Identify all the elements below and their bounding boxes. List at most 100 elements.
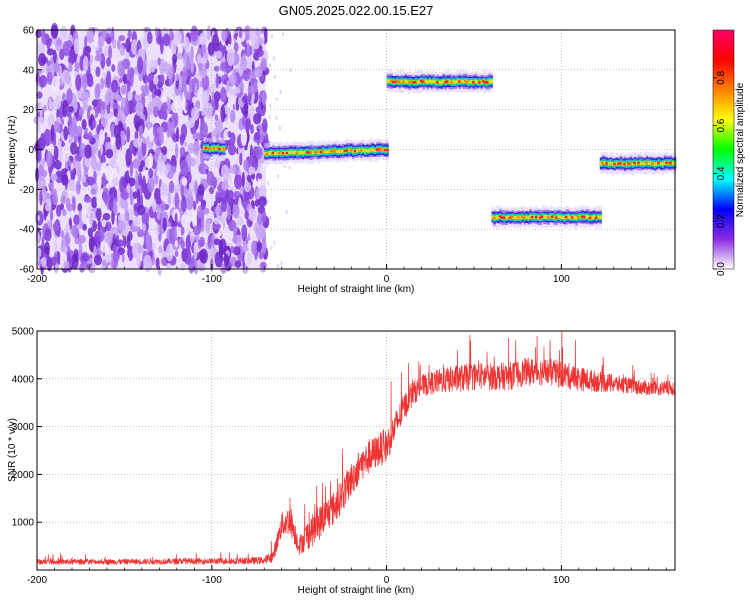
noise-speckle (39, 132, 46, 150)
noise-speckle (119, 45, 126, 56)
noise-speckle (68, 106, 75, 113)
noise-speckle (91, 155, 97, 171)
noise-speckle (65, 231, 70, 249)
noise-speckle (140, 160, 145, 168)
noise-speckle (38, 74, 47, 88)
noise-speckle (266, 181, 269, 186)
noise-speckle (230, 245, 235, 254)
noise-speckle (166, 46, 172, 64)
noise-speckle (238, 196, 242, 210)
track-band (454, 80, 457, 84)
track-band (270, 151, 273, 155)
noise-speckle (186, 119, 195, 129)
spectrogram-y-tick-label: -20 (20, 185, 35, 196)
track-peak (540, 215, 545, 218)
noise-speckle (193, 200, 197, 211)
noise-speckle (136, 189, 141, 205)
noise-speckle (243, 159, 249, 172)
noise-speckle (261, 211, 267, 223)
noise-speckle (72, 224, 79, 239)
track-peak (637, 161, 641, 165)
noise-speckle (54, 170, 63, 184)
track-peak (421, 80, 426, 84)
noise-speckle (280, 261, 283, 266)
noise-speckle (184, 188, 193, 198)
track-band (462, 79, 465, 84)
noise-speckle (205, 218, 211, 234)
noise-speckle (80, 91, 89, 105)
noise-speckle (192, 225, 201, 236)
track-peak (222, 147, 226, 151)
noise-speckle (221, 181, 229, 191)
colorbar-tick-label: 0.2 (716, 214, 727, 228)
noise-speckle (243, 181, 252, 193)
noise-speckle (252, 113, 262, 125)
noise-speckle (206, 25, 211, 41)
noise-speckle (52, 221, 60, 232)
track-band (368, 148, 371, 153)
track-band (428, 79, 431, 83)
track-band (424, 79, 427, 83)
track-band (274, 152, 277, 156)
track-band (495, 215, 498, 220)
noise-speckle (211, 91, 215, 101)
noise-speckle (257, 37, 265, 45)
track-band (406, 80, 409, 84)
track-band (386, 79, 389, 83)
noise-speckle (102, 72, 107, 80)
noise-speckle (102, 172, 106, 187)
noise-speckle (81, 253, 90, 262)
noise-speckle (289, 68, 292, 73)
track-band (404, 79, 407, 84)
track-band (653, 162, 657, 166)
noise-speckle (179, 146, 186, 157)
track-peak (281, 151, 286, 155)
noise-speckle (144, 155, 153, 169)
noise-speckle (48, 182, 54, 189)
noise-speckle (54, 159, 62, 170)
track-band (356, 149, 359, 153)
track-band (593, 215, 596, 219)
spectrogram-x-tick-label: 0 (384, 274, 390, 285)
noise-speckle (167, 68, 173, 80)
track-band (525, 215, 528, 219)
noise-speckle (244, 250, 253, 267)
noise-speckle (244, 210, 249, 220)
track-peak (534, 215, 539, 219)
noise-speckle (156, 126, 165, 135)
track-peak (576, 215, 581, 219)
noise-speckle (105, 148, 114, 159)
noise-speckle (126, 236, 131, 250)
noise-speckle (61, 69, 70, 85)
noise-speckle (62, 99, 68, 118)
noise-speckle (90, 187, 97, 196)
track-band (338, 149, 341, 154)
noise-speckle (282, 32, 285, 37)
noise-speckle (84, 35, 88, 49)
noise-speckle (74, 62, 80, 71)
track-peak (564, 215, 569, 219)
track-band (448, 79, 451, 84)
track-peak (550, 215, 555, 219)
noise-speckle (41, 240, 45, 256)
noise-speckle (135, 88, 143, 96)
track-peak (657, 161, 661, 165)
track-band (599, 161, 603, 166)
noise-speckle (215, 205, 220, 219)
noise-speckle (111, 64, 116, 72)
noise-speckle (221, 29, 228, 42)
noise-speckle (233, 42, 239, 53)
noise-speckle (249, 154, 254, 163)
noise-speckle (258, 250, 264, 260)
noise-speckle (117, 220, 126, 232)
track-band (426, 80, 429, 84)
noise-speckle (269, 63, 272, 68)
track-band (507, 215, 510, 219)
track-band (615, 161, 619, 165)
spectrogram-y-tick-label: 20 (23, 105, 35, 116)
snr-frame (36, 330, 676, 571)
noise-speckle (229, 109, 236, 123)
noise-speckle (115, 133, 122, 150)
track-band (543, 215, 546, 219)
noise-speckle (137, 204, 146, 216)
